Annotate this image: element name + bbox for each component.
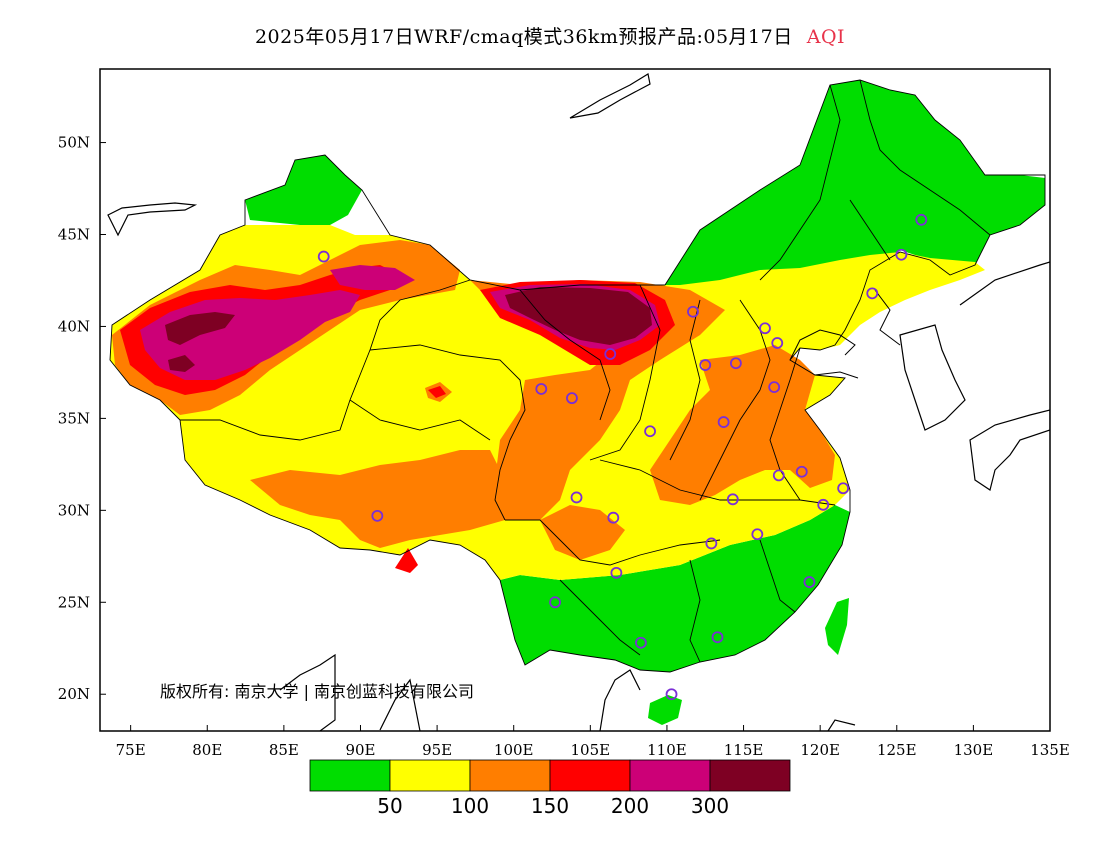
lon-tick-label: 90E <box>345 741 375 759</box>
lon-tick-label: 75E <box>116 741 146 759</box>
legend-swatch <box>309 759 391 792</box>
aqi-maroon-layer <box>165 287 652 372</box>
station-marker <box>729 357 742 370</box>
lon-tick-label: 85E <box>269 741 299 759</box>
aqi-band-unhealthy-sensitive-southwest <box>540 505 625 560</box>
lat-tick-label: 50N <box>58 134 90 152</box>
legend-swatch <box>549 759 631 792</box>
aqi-band-good-northwest <box>245 155 362 225</box>
station-marker <box>549 596 561 609</box>
station-marker <box>803 576 816 588</box>
station-marker <box>751 528 764 541</box>
station-marker <box>687 305 699 318</box>
lon-tick-label: 125E <box>877 741 917 759</box>
station-marker <box>717 416 730 428</box>
aqi-band-good-hainan <box>648 695 682 725</box>
station-marker <box>759 322 771 335</box>
lon-tick-label: 135E <box>1030 741 1070 759</box>
aqi-band-hazardous-west <box>165 312 235 345</box>
lon-tick-label: 95E <box>422 741 452 759</box>
longitude-labels: 75E 80E 85E 90E 95E 100E 105E 110E 115E 120E 125E 1… <box>116 741 1070 759</box>
station-marker <box>699 359 712 371</box>
station-marker <box>607 511 620 524</box>
coastlines <box>789 289 901 379</box>
aqi-band-very-unhealthy-spot <box>330 265 415 290</box>
axis-ticks <box>100 142 1051 731</box>
lat-tick-label: 40N <box>58 317 90 335</box>
station-marker <box>317 250 330 263</box>
aqi-band-very-unhealthy-west <box>140 290 360 380</box>
lon-tick-label: 105E <box>571 741 611 759</box>
latitude-labels: 50N 45N 40N 35N 30N 25N 20N <box>58 134 90 704</box>
legend-label: 150 <box>531 794 569 818</box>
neighbor-outlines <box>107 73 1050 731</box>
station-marker <box>768 381 781 394</box>
lon-tick-label: 80E <box>192 741 222 759</box>
station-marker <box>644 425 656 438</box>
lat-tick-label: 30N <box>58 501 90 519</box>
title-text: 2025年05月17日WRF/cmaq模式36km预报产品:05月17日 <box>254 26 793 48</box>
aqi-band-unhealthy-sensitive-tibet <box>250 450 505 548</box>
station-marker <box>795 465 808 478</box>
station-marker <box>771 337 784 349</box>
lat-tick-label: 35N <box>58 409 90 427</box>
aqi-band-unhealthy-sensitive-central <box>470 280 725 520</box>
legend-label: 300 <box>691 794 729 818</box>
station-marker <box>610 566 623 579</box>
lat-tick-label: 20N <box>58 685 90 703</box>
station-marker <box>634 636 647 649</box>
legend-swatch <box>709 759 791 792</box>
lat-tick-label: 25N <box>58 593 90 611</box>
legend-label: 200 <box>611 794 649 818</box>
lon-tick-label: 115E <box>724 741 764 759</box>
aqi-band-hazardous-spot <box>168 355 195 372</box>
map-field <box>107 73 1050 731</box>
aqi-band-unhealthy-south-tibet <box>395 548 418 573</box>
station-marker <box>726 493 739 506</box>
station-marker <box>705 537 718 550</box>
station-marker <box>665 688 678 701</box>
aqi-band-good-taiwan <box>825 598 849 655</box>
station-markers <box>317 213 928 701</box>
lon-tick-label: 100E <box>494 741 534 759</box>
station-marker <box>837 482 850 495</box>
station-marker <box>604 348 617 360</box>
copyright-text: 版权所有: 南京大学 | 南京创蓝科技有限公司 <box>160 682 474 701</box>
station-marker <box>570 491 583 504</box>
station-marker <box>915 213 928 226</box>
station-marker <box>371 509 384 522</box>
station-marker <box>566 392 578 405</box>
station-marker <box>772 469 785 482</box>
station-marker <box>817 498 830 511</box>
color-legend: 50 100 150 200 300 <box>309 759 791 818</box>
station-marker <box>711 631 724 644</box>
legend-swatch <box>469 759 551 792</box>
aqi-band-unhealthy-spot <box>428 386 446 398</box>
map-frame <box>99 68 1051 732</box>
legend-swatch <box>629 759 711 792</box>
station-marker <box>866 287 879 300</box>
legend-label: 50 <box>377 794 402 818</box>
legend-swatch <box>389 759 471 792</box>
lon-tick-label: 130E <box>954 741 994 759</box>
lat-tick-label: 45N <box>58 226 90 244</box>
lon-tick-label: 110E <box>647 741 687 759</box>
map-title: 2025年05月17日WRF/cmaq模式36km预报产品:05月17日 AQI <box>0 22 1100 49</box>
lon-tick-label: 120E <box>800 741 840 759</box>
station-marker <box>895 248 908 261</box>
aqi-band-hazardous-north <box>505 287 652 345</box>
legend-label: 100 <box>451 794 489 818</box>
station-marker <box>535 383 548 395</box>
title-variable: AQI <box>806 26 846 48</box>
